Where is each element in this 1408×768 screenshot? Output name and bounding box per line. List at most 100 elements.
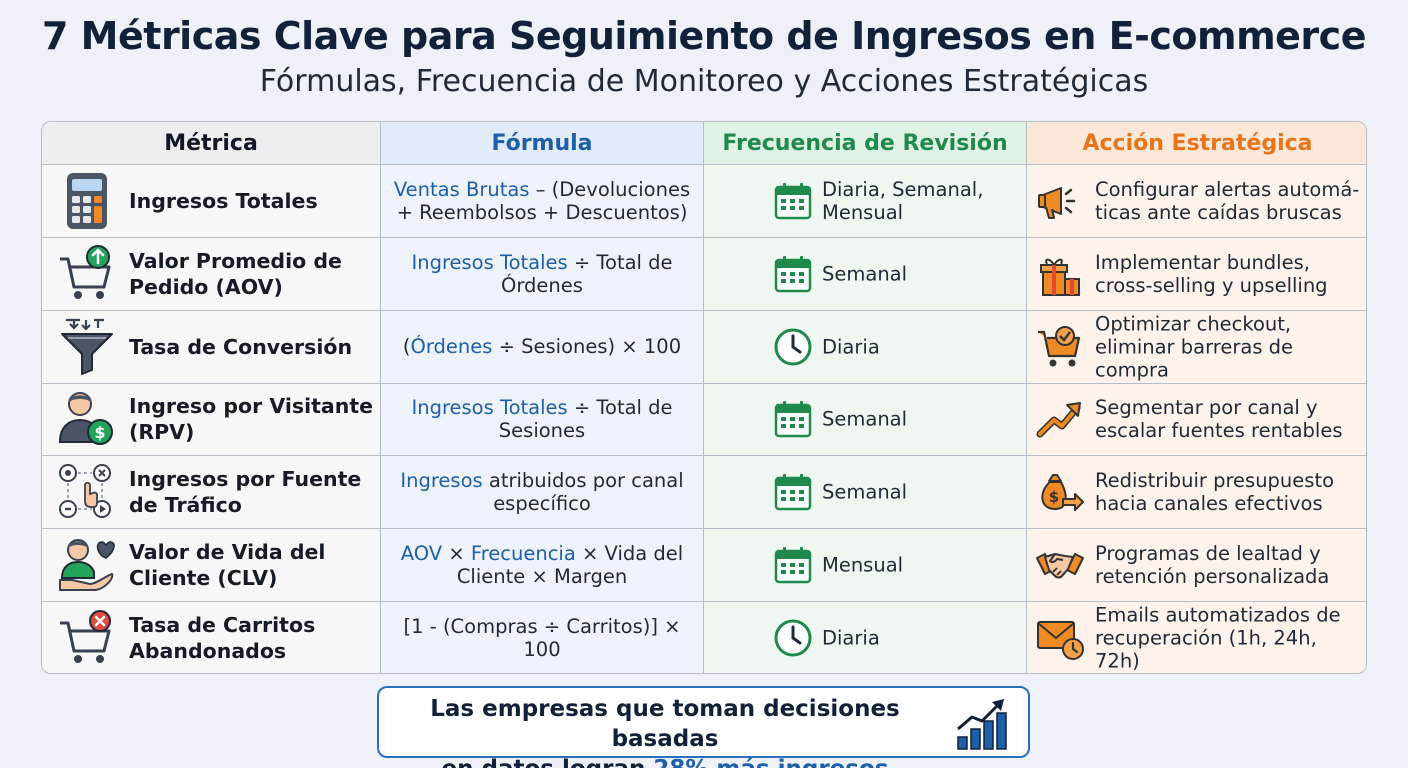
metric-name: Tasa de Conversión: [129, 334, 353, 359]
action-cell: Emails automatizados de recuperación (1h…: [1027, 602, 1366, 673]
formula-highlight: Ingresos Totales: [411, 250, 568, 274]
action-text: Programas de lealtad y retención persona…: [1095, 542, 1330, 589]
formula-highlight: Ventas Brutas: [393, 177, 530, 201]
formula-text: atribuidos por canal específico: [482, 469, 684, 516]
column-header-action: Acción Estratégica: [1027, 122, 1366, 165]
metric-cell: Ingresos Totales: [42, 165, 381, 238]
metric-cell: $ Ingreso por Visitante (RPV): [42, 383, 381, 457]
metric-name: Tasa de Carritos Abandonados: [129, 613, 316, 664]
page-title: 7 Métricas Clave para Seguimiento de Ing…: [42, 14, 1366, 58]
money-bag-arrow-icon: $: [1041, 474, 1084, 512]
metric-name: Ingreso por Visitante (RPV): [129, 394, 374, 445]
cart-check-icon: [1038, 325, 1081, 367]
formula-text: – (Devoluciones + Reembolsos + Descuento…: [396, 177, 691, 224]
formula-cell: (Órdenes ÷ Sesiones) × 100: [381, 310, 704, 384]
column-header-metric: Métrica: [42, 122, 381, 165]
frequency-cell: Semanal: [704, 456, 1027, 530]
svg-text:$: $: [1049, 488, 1059, 506]
clock-icon: [774, 619, 812, 657]
email-clock-icon: [1037, 621, 1084, 661]
metric-cell: Tasa de Conversión: [42, 310, 381, 384]
formula-text: ÷ Total de Órdenes: [501, 250, 673, 297]
action-text: Segmentar por canal y escalar fuentes re…: [1095, 396, 1343, 443]
calendar-icon: [774, 547, 812, 584]
trend-up-arrow-icon: [1036, 402, 1081, 438]
traffic-sources-icon: [59, 464, 111, 519]
metric-cell: Ingresos por Fuente de Tráfico: [42, 456, 381, 530]
cart-x-icon: [60, 610, 111, 664]
action-cell: $ Redistribuir presupuesto hacia canales…: [1027, 456, 1366, 530]
frequency-text: Semanal: [822, 407, 908, 431]
callout-line2: en datos logran 28% más ingresos: [387, 754, 943, 768]
formula-cell: Ventas Brutas – (Devoluciones + Reembols…: [381, 165, 704, 238]
action-cell: Configurar alertas automá­ticas ante caí…: [1027, 165, 1366, 238]
clock-icon: [774, 328, 812, 366]
cart-up-arrow-icon: [60, 244, 111, 299]
metric-name: Valor Promedio de Pedido (AOV): [129, 248, 342, 299]
frequency-cell: Mensual: [704, 529, 1027, 603]
frequency-cell: Semanal: [704, 237, 1027, 311]
frequency-text: Semanal: [822, 480, 908, 504]
formula-text: × Vida del Cliente × Margen: [456, 542, 684, 589]
formula-cell: Ingresos Totales ÷ Total de Órdenes: [381, 237, 704, 311]
formula-highlight: Órdenes: [410, 335, 493, 359]
column-header-formula: Fórmula: [381, 122, 704, 165]
formula-highlight: Ingresos Totales: [411, 396, 568, 420]
action-text: Redistribuir presupuesto hacia canales e…: [1095, 469, 1335, 516]
metric-name: Valor de Vida del Cliente (CLV): [129, 540, 326, 591]
calendar-icon: [774, 182, 812, 220]
formula-text: ÷ Total de Sesiones: [498, 396, 673, 443]
action-text: Implementar bundles, cross-selling y ups…: [1095, 250, 1328, 297]
frequency-text: Diaria: [822, 335, 880, 359]
frequency-cell: Diaria: [704, 310, 1027, 384]
frequency-cell: Semanal: [704, 383, 1027, 457]
page-subtitle: Fórmulas, Frecuencia de Monitoreo y Acci…: [259, 64, 1149, 99]
action-cell: Optimizar checkout, eliminar barreras de…: [1027, 310, 1366, 384]
formula-highlight: Frecuencia: [470, 542, 576, 566]
column-header-frequency: Frecuencia de Revisión: [704, 122, 1027, 165]
frequency-text: Diaria, Semanal, Mensual: [822, 177, 984, 224]
formula-cell: Ingresos Totales ÷ Total de Sesiones: [381, 383, 704, 457]
formula-text: [1 - (Compras ÷ Carritos)] × 100: [403, 615, 681, 662]
handshake-icon: [1036, 553, 1084, 579]
megaphone-icon: [1038, 186, 1076, 219]
frequency-text: Semanal: [822, 262, 908, 286]
action-cell: Programas de lealtad y retención persona…: [1027, 529, 1366, 603]
calculator-icon: [67, 172, 107, 229]
metric-cell: Valor de Vida del Cliente (CLV): [42, 529, 381, 603]
formula-cell: AOV × Frecuencia × Vida del Cliente × Ma…: [381, 529, 704, 603]
formula-prefix: (: [402, 335, 411, 359]
calendar-icon: [774, 255, 812, 293]
funnel-icon: [61, 318, 113, 375]
frequency-cell: Diaria, Semanal, Mensual: [704, 165, 1027, 238]
frequency-text: Diaria: [822, 626, 880, 650]
calendar-icon: [774, 474, 812, 511]
customer-heart-icon: [59, 539, 115, 592]
callout-text: Las empresas que toman decisiones basada…: [387, 694, 943, 768]
callout-box: Las empresas que toman decisiones basada…: [377, 686, 1030, 768]
formula-highlight: Ingresos: [400, 469, 483, 493]
metric-cell: Tasa de Carritos Abandonados: [42, 602, 381, 673]
bar-chart-growth-icon: [957, 699, 1007, 750]
action-text: Configurar alertas automá­ticas ante caí…: [1095, 177, 1360, 224]
frequency-cell: Diaria: [704, 602, 1027, 673]
action-text: Emails automatizados de recuperación (1h…: [1095, 603, 1341, 673]
formula-cell: [1 - (Compras ÷ Carritos)] × 100: [381, 602, 704, 673]
visitor-dollar-icon: $: [58, 392, 113, 446]
action-cell: Segmentar por canal y escalar fuentes re…: [1027, 383, 1366, 457]
calendar-icon: [774, 401, 812, 438]
callout-highlight: 28% más ingresos: [653, 756, 888, 768]
formula-text: ×: [442, 542, 471, 566]
action-text: Optimizar checkout, eliminar barreras de…: [1095, 312, 1294, 382]
svg-text:$: $: [94, 423, 105, 442]
formula-text: ÷ Sesiones) × 100: [492, 335, 682, 359]
metrics-table: Métrica Fórmula Frecuencia de Revisión A…: [41, 121, 1367, 674]
metric-name: Ingresos Totales: [129, 188, 318, 213]
formula-cell: Ingresos atribuidos por canal específico: [381, 456, 704, 530]
frequency-text: Mensual: [822, 553, 904, 577]
metric-name: Ingresos por Fuente de Tráfico: [129, 467, 362, 518]
callout-line2-text: en datos logran: [442, 756, 654, 768]
formula-highlight: AOV: [400, 542, 443, 566]
action-cell: Implementar bundles, cross-selling y ups…: [1027, 237, 1366, 311]
callout-line1: Las empresas que toman decisiones basada…: [430, 696, 900, 752]
